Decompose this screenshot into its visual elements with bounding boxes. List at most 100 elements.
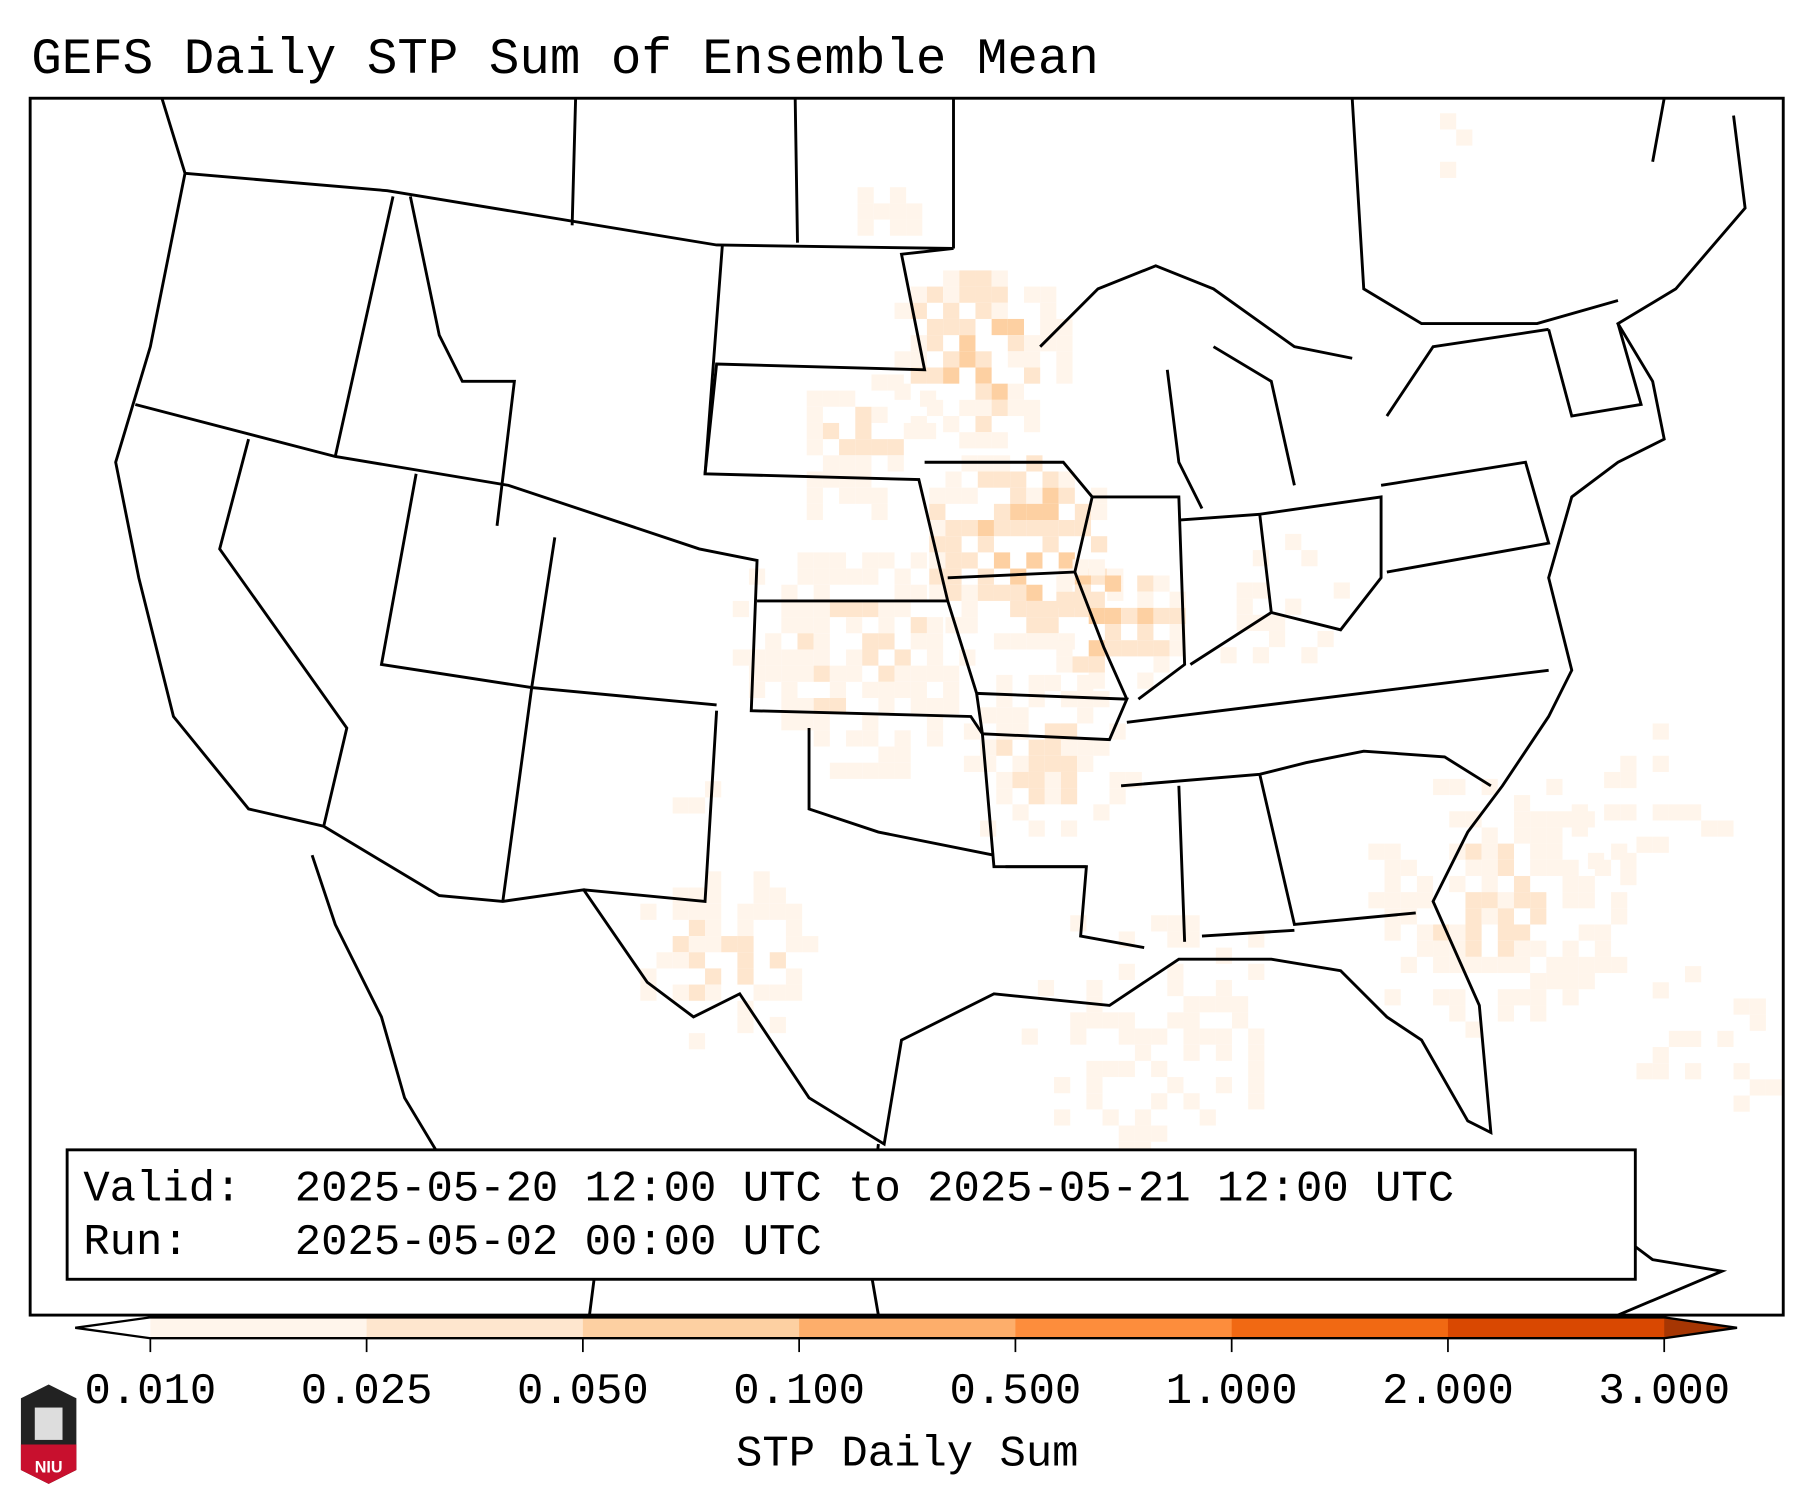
stp-cell	[1137, 640, 1154, 657]
stp-cell	[855, 406, 872, 423]
stp-cell	[1023, 399, 1041, 417]
stp-cell	[806, 471, 823, 488]
colorbar-tick-label: 1.000	[1166, 1367, 1298, 1417]
stp-cell	[910, 584, 927, 601]
stp-cell	[878, 617, 895, 634]
stp-cell	[1042, 536, 1059, 553]
colorbar-extend-min	[75, 1317, 151, 1339]
stp-cell	[1151, 1093, 1168, 1110]
stp-cell	[846, 665, 863, 682]
stp-cell	[640, 984, 657, 1001]
stp-cell	[1109, 788, 1126, 805]
stp-cell	[1044, 788, 1061, 805]
stp-cell	[1086, 1012, 1103, 1029]
stp-cell	[894, 762, 911, 779]
stp-cell	[1652, 804, 1669, 821]
stp-cell	[1086, 979, 1103, 997]
stp-cell	[1044, 739, 1061, 756]
stp-cell	[1636, 1063, 1653, 1080]
stp-cell	[1384, 989, 1401, 1006]
stp-cell	[1546, 778, 1563, 796]
stp-cell	[889, 219, 907, 236]
stp-cell	[1433, 778, 1450, 796]
stp-cell	[991, 383, 1008, 400]
stp-cell	[1248, 1060, 1265, 1078]
stp-cell	[1056, 335, 1073, 352]
stp-cell	[889, 203, 907, 220]
stp-cell	[822, 422, 840, 440]
stp-cell	[785, 903, 803, 920]
stp-cell	[1056, 656, 1073, 673]
stp-cell	[1012, 707, 1029, 724]
colorbar: 0.010 0.025 0.050 0.100 0.500 1.000 2.000 3.000	[75, 1316, 1738, 1417]
stp-cell	[1086, 1093, 1103, 1110]
stp-cell	[1384, 875, 1401, 893]
stp-cell	[1042, 617, 1059, 634]
stp-cell	[991, 302, 1008, 319]
stp-cell	[1169, 640, 1186, 657]
stp-cell	[1134, 1044, 1152, 1061]
stp-cell	[1028, 755, 1045, 772]
stp-cell	[1010, 584, 1027, 601]
stp-cell	[1578, 956, 1595, 974]
stp-cell	[1652, 723, 1669, 740]
colorbar-segment	[150, 1317, 368, 1339]
stp-cell	[1652, 755, 1669, 772]
stp-cell	[1167, 1077, 1184, 1094]
stp-cell	[1416, 875, 1434, 893]
stp-cell	[996, 723, 1013, 740]
stp-cell	[1102, 1012, 1119, 1029]
stp-cell	[1215, 996, 1233, 1013]
stp-cell	[1546, 827, 1563, 844]
stp-cell	[1252, 647, 1269, 664]
stp-cell	[1749, 1079, 1766, 1096]
stp-cell	[1611, 908, 1628, 925]
stp-cell	[894, 665, 911, 682]
stp-cell	[993, 520, 1011, 537]
map-panel: Valid: 2025-05-20 12:00 UTC to 2025-05-2…	[28, 96, 1785, 1317]
valid-label: Valid:	[83, 1165, 241, 1215]
stp-cell	[862, 568, 879, 585]
stp-cell	[871, 374, 888, 391]
stp-cell	[862, 600, 879, 618]
stp-cell	[1481, 875, 1498, 893]
run-time: 2025-05-02 00:00 UTC	[295, 1218, 822, 1268]
stp-cell	[1717, 1030, 1734, 1047]
stp-cell	[996, 707, 1013, 724]
stp-cell	[1026, 584, 1043, 601]
stp-cell	[737, 903, 754, 920]
stp-cell	[1215, 1028, 1233, 1045]
stp-cell	[846, 762, 863, 779]
stp-cell	[1578, 973, 1595, 990]
stp-cell	[945, 520, 962, 537]
stp-cell	[926, 665, 944, 682]
stp-cell	[1530, 1005, 1547, 1022]
stp-cell	[926, 617, 944, 634]
stp-cell	[1028, 771, 1045, 789]
stp-cell	[993, 584, 1011, 601]
stp-cell	[857, 187, 874, 204]
stp-cell	[996, 771, 1013, 789]
stp-cell	[959, 335, 976, 352]
stp-cell	[1465, 843, 1482, 860]
run-label: Run:	[83, 1218, 188, 1268]
stp-cell	[975, 286, 992, 303]
stp-cell	[919, 422, 937, 440]
stp-cell	[1215, 979, 1233, 997]
stp-cell	[963, 723, 981, 740]
stp-cell	[1167, 963, 1184, 980]
stp-cell	[688, 919, 706, 937]
stp-cell	[961, 487, 978, 504]
stp-cell	[846, 649, 863, 666]
stp-cell	[813, 714, 830, 731]
stp-cell	[993, 633, 1011, 650]
stp-cell	[1137, 672, 1154, 689]
stp-cell	[1481, 892, 1498, 909]
stp-cell	[855, 439, 872, 456]
stp-cell	[1183, 1028, 1200, 1045]
stp-cell	[1121, 640, 1138, 657]
stp-cell	[1571, 804, 1588, 821]
stp-cell	[688, 984, 706, 1001]
stp-cell	[878, 697, 895, 715]
stp-cell	[829, 697, 847, 715]
